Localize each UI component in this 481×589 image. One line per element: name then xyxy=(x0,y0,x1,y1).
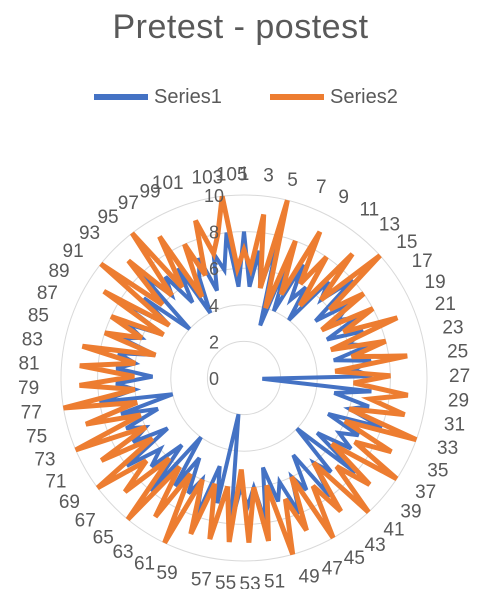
category-label: 3 xyxy=(263,166,274,187)
category-label: 85 xyxy=(28,306,49,327)
category-label: 43 xyxy=(365,535,386,556)
category-label: 1 xyxy=(239,164,250,185)
category-label: 45 xyxy=(344,548,365,569)
category-label: 103 xyxy=(192,167,224,188)
category-label: 11 xyxy=(360,200,380,221)
category-label: 99 xyxy=(139,182,160,203)
legend-item-series1: Series1 xyxy=(94,82,222,112)
legend-label-series1: Series1 xyxy=(154,85,222,108)
category-label: 41 xyxy=(383,519,404,540)
category-label: 57 xyxy=(191,570,212,589)
category-label: 55 xyxy=(215,573,236,589)
category-label: 9 xyxy=(338,187,349,208)
category-label: 71 xyxy=(45,472,66,493)
category-label: 15 xyxy=(396,232,417,253)
r-tick-label: 10 xyxy=(204,186,224,206)
category-label: 105 xyxy=(216,164,248,185)
category-label: 25 xyxy=(447,342,468,363)
category-label: 33 xyxy=(437,438,458,459)
series-line-series2 xyxy=(62,195,418,556)
category-label: 67 xyxy=(75,511,96,532)
category-label: 23 xyxy=(442,317,463,338)
category-label: 69 xyxy=(59,492,80,513)
category-label: 51 xyxy=(264,572,285,589)
category-label: 47 xyxy=(322,559,343,580)
category-label: 89 xyxy=(48,261,69,282)
r-tick-label: 8 xyxy=(209,223,219,243)
category-label: 63 xyxy=(112,542,133,563)
chart-title: Pretest - postest xyxy=(112,8,369,46)
category-label: 77 xyxy=(21,403,42,424)
category-label: 73 xyxy=(34,450,55,471)
category-label: 35 xyxy=(427,461,448,482)
category-label: 65 xyxy=(93,527,114,548)
r-tick-label: 6 xyxy=(209,259,219,279)
category-label: 79 xyxy=(18,378,39,399)
category-label: 27 xyxy=(449,366,470,387)
category-label: 37 xyxy=(415,482,436,503)
grid-circle xyxy=(60,194,428,562)
category-label: 97 xyxy=(118,193,139,214)
category-label: 53 xyxy=(240,574,261,589)
category-label: 83 xyxy=(22,329,43,350)
legend-swatch-series2 xyxy=(270,94,324,100)
category-label: 49 xyxy=(299,567,320,588)
category-label: 7 xyxy=(316,177,327,198)
category-label: 101 xyxy=(152,173,184,194)
category-label: 29 xyxy=(448,390,469,411)
category-label: 59 xyxy=(157,563,178,584)
category-label: 17 xyxy=(412,251,433,272)
category-label: 75 xyxy=(26,427,47,448)
r-tick-label: 0 xyxy=(209,369,219,389)
r-tick-label: 4 xyxy=(209,296,219,316)
category-label: 19 xyxy=(425,272,446,293)
chart-legend: Series1 Series2 xyxy=(0,82,481,112)
legend-swatch-series1 xyxy=(94,94,148,100)
legend-label-series2: Series2 xyxy=(330,85,398,108)
category-label: 87 xyxy=(37,283,58,304)
category-label: 39 xyxy=(400,502,421,523)
category-label: 93 xyxy=(79,223,100,244)
legend-item-series2: Series2 xyxy=(270,82,398,112)
category-label: 21 xyxy=(435,294,456,315)
category-label: 13 xyxy=(379,215,400,236)
category-label: 5 xyxy=(287,170,298,191)
category-label: 91 xyxy=(63,241,84,262)
category-label: 95 xyxy=(97,207,118,228)
category-label: 61 xyxy=(134,554,155,575)
category-label: 31 xyxy=(444,415,465,436)
category-label: 81 xyxy=(18,354,39,375)
r-tick-label: 2 xyxy=(209,332,219,352)
